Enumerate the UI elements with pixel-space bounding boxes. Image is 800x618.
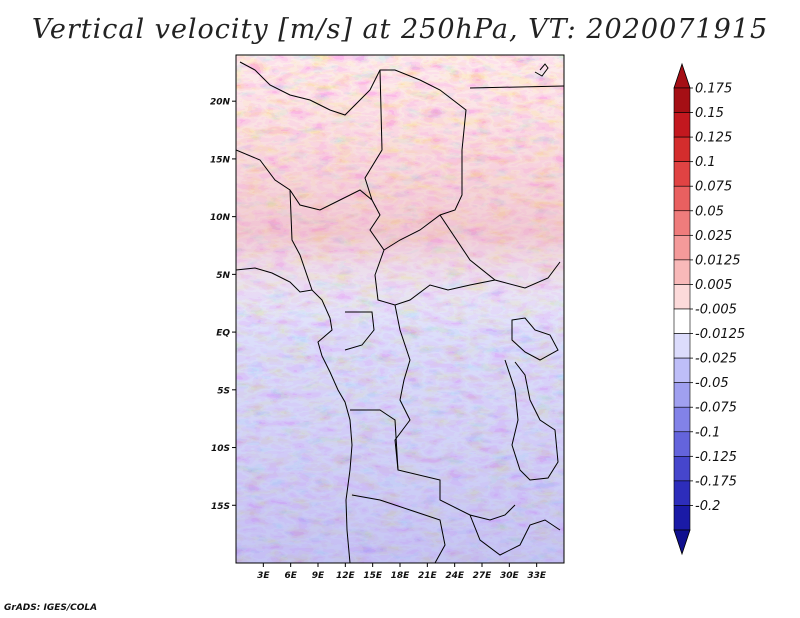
colorbar-swatch xyxy=(673,480,691,506)
colorbar-label: 0.0125 xyxy=(695,253,741,268)
colorbar-label: 0.15 xyxy=(695,106,724,121)
lon-tick-label: 30E xyxy=(500,571,520,581)
lon-tick-label: 12E xyxy=(336,571,356,581)
longitude-axis: 3E 6E 9E 12E 15E 18E 21E 24E 27E 30E 33E xyxy=(257,563,547,581)
lat-tick-label: 20N xyxy=(210,98,231,108)
colorbar-swatch xyxy=(673,136,691,162)
lon-tick-label: 33E xyxy=(527,571,547,581)
colorbar-swatch xyxy=(673,308,691,334)
colorbar-label: -0.0125 xyxy=(695,327,745,342)
lat-tick-label: 5S xyxy=(217,386,230,396)
lat-tick-label: 15S xyxy=(211,502,230,512)
lat-tick-label: 10S xyxy=(211,444,230,454)
colorbar-label: 0.175 xyxy=(695,82,732,97)
colorbar-label: -0.075 xyxy=(695,401,737,416)
country-borders xyxy=(236,61,564,563)
lon-tick-label: 3E xyxy=(257,571,270,581)
lat-tick-label: 10N xyxy=(210,213,231,223)
colorbar-label: 0.025 xyxy=(695,229,732,244)
latitude-axis: 20N 15N 10N 5N EQ 5S 10S 15S xyxy=(210,98,236,512)
lon-tick-label: 18E xyxy=(391,571,411,581)
colorbar-label: 0.1 xyxy=(695,155,716,170)
colorbar-label: -0.125 xyxy=(695,450,737,465)
colorbar-swatch xyxy=(673,431,691,457)
lat-tick-label: EQ xyxy=(216,329,230,339)
lon-tick-label: 21E xyxy=(418,571,438,581)
colorbar-label: 0.125 xyxy=(695,131,732,146)
colorbar-swatch xyxy=(673,406,691,433)
colorbar-swatch xyxy=(673,259,691,285)
colorbar-swatch xyxy=(673,284,691,310)
colorbar: 0.175 0.15 0.125 0.1 0.075 0.05 0.025 0.0125 0.0… xyxy=(673,62,745,556)
lon-tick-label: 6E xyxy=(284,571,297,581)
colorbar-label: -0.1 xyxy=(695,425,720,440)
lon-tick-label: 24E xyxy=(445,571,465,581)
colorbar-swatch xyxy=(673,333,691,359)
colorbar-swatch xyxy=(673,382,691,408)
lat-tick-label: 5N xyxy=(216,271,230,281)
lon-tick-label: 15E xyxy=(363,571,383,581)
colorbar-arrow-bottom xyxy=(673,529,691,556)
colorbar-label: 0.05 xyxy=(695,204,724,219)
lon-tick-label: 9E xyxy=(312,571,325,581)
colorbar-swatch xyxy=(673,357,691,383)
colorbar-label: 0.005 xyxy=(695,278,732,293)
colorbar-arrow-top xyxy=(673,62,691,89)
footer-credit: GrADS: IGES/COLA xyxy=(4,603,98,613)
colorbar-label: -0.005 xyxy=(695,303,737,318)
colorbar-swatch xyxy=(673,87,691,113)
colorbar-label: -0.175 xyxy=(695,474,737,489)
lon-tick-label: 27E xyxy=(473,571,493,581)
colorbar-label: 0.075 xyxy=(695,180,732,195)
lat-tick-label: 15N xyxy=(210,155,231,165)
colorbar-swatch xyxy=(673,235,691,261)
map-title: Vertical velocity [m/s] at 250hPa, VT: 2… xyxy=(31,14,769,45)
colorbar-swatch xyxy=(673,210,691,236)
colorbar-label: -0.2 xyxy=(695,499,720,514)
colorbar-swatch xyxy=(673,112,691,138)
colorbar-swatch xyxy=(673,456,691,482)
colorbar-label: -0.025 xyxy=(695,352,737,367)
velocity-field xyxy=(236,55,564,563)
colorbar-swatch xyxy=(673,161,691,187)
colorbar-label: -0.05 xyxy=(695,376,729,391)
colorbar-swatch xyxy=(673,185,691,212)
colorbar-swatch xyxy=(673,505,691,531)
